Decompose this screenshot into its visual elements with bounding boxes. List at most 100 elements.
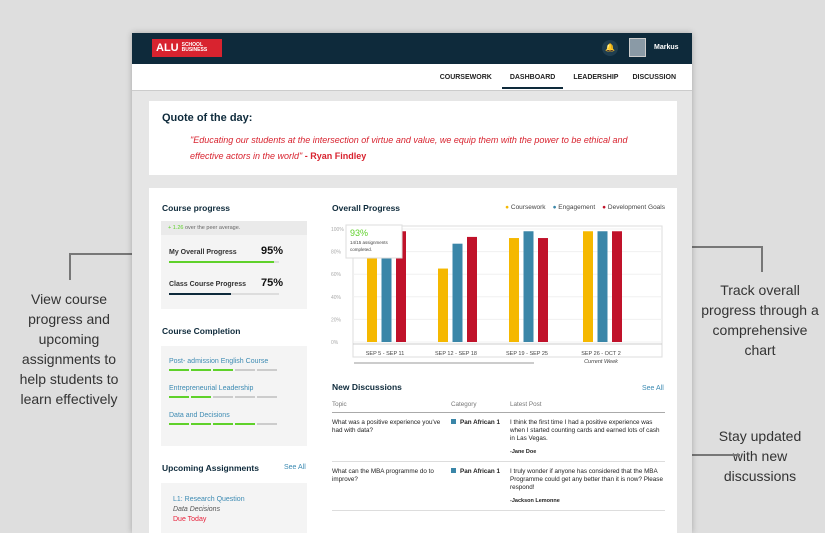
discussions-see-all[interactable]: See All — [642, 385, 664, 392]
annotation-arrow — [761, 246, 763, 272]
column-header: Latest Post — [510, 401, 542, 408]
logo[interactable]: ALU SCHOOL BUSINESS — [152, 39, 222, 57]
y-tick-label: 40% — [331, 295, 342, 301]
course-completion-box: Post- admission English Course Entreprene… — [161, 346, 307, 446]
completion-segment — [213, 369, 233, 371]
annotation-discussions: Stay updated with new discussions — [718, 428, 802, 484]
completion-segment — [257, 369, 277, 371]
bar[interactable] — [396, 231, 406, 342]
upcoming-title: Upcoming Assignments — [162, 463, 259, 473]
user-name[interactable]: Markus — [654, 44, 679, 51]
bell-icon[interactable]: 🔔 — [602, 40, 618, 56]
legend-swatch: ● — [552, 204, 559, 211]
overall-progress-chart: 0% 20% 40% 60% 80% 100% SEP 5 - SEP 11 SEP 12 -… — [331, 224, 663, 365]
annotation-left: View course progress and upcoming assign… — [19, 291, 119, 407]
discussion-post-cell: I truly wonder if anyone has considered … — [510, 468, 665, 505]
bar[interactable] — [452, 243, 463, 342]
chart-tooltip: 93% 14/15 assignments completed. — [345, 224, 403, 259]
bar[interactable] — [583, 231, 593, 342]
bar[interactable] — [509, 238, 519, 342]
completion-segment — [235, 369, 255, 371]
discussion-post-cell: I think the first time I had a positive … — [510, 419, 665, 456]
assignment-title[interactable]: L1: Research Question — [173, 496, 245, 503]
bar[interactable] — [381, 242, 392, 342]
table-header: Topic Category Latest Post — [332, 401, 665, 413]
chart-title: Overall Progress — [332, 203, 401, 213]
column-header: Topic — [332, 401, 347, 408]
chart-scrollbar[interactable] — [354, 362, 534, 364]
completion-item: Post- admission English Course — [169, 358, 307, 371]
completion-segment — [235, 396, 255, 398]
bar[interactable] — [367, 231, 377, 342]
completion-segment — [191, 423, 211, 425]
bar[interactable] — [523, 231, 534, 342]
completion-segments — [169, 369, 307, 371]
completion-segment — [191, 396, 211, 398]
progress-label: Class Course Progress — [169, 281, 247, 288]
completion-segment — [169, 396, 189, 398]
completion-segment — [257, 396, 277, 398]
tab-discussion[interactable]: DISCUSSION — [632, 74, 676, 81]
legend-label: Coursework — [510, 204, 546, 211]
progress-fill — [169, 293, 231, 295]
category-label: Pan African 1 — [460, 419, 501, 426]
app-window: ALU SCHOOL BUSINESS 🔔 Markus COURSEWORK DA… — [132, 33, 692, 533]
bar[interactable] — [612, 231, 622, 342]
progress-label: My Overall Progress — [169, 249, 237, 256]
discussion-post: I think the first time I had a positive … — [510, 419, 660, 442]
discussion-row[interactable]: What can the MBA programme do to improve… — [332, 462, 665, 511]
x-tick-label: SEP 26 - OCT 2 — [581, 351, 621, 357]
annotation-arrow — [69, 253, 71, 280]
completion-segments — [169, 423, 307, 425]
category-swatch-icon — [451, 419, 456, 424]
logo-text: ALU — [156, 42, 179, 54]
discussion-category: Pan African 1 — [451, 468, 510, 505]
y-tick-label: 80% — [331, 250, 342, 256]
tab-coursework[interactable]: COURSEWORK — [439, 74, 492, 81]
discussion-topic[interactable]: What was a positive experience you've ha… — [332, 419, 441, 434]
y-tick-label: 0% — [331, 340, 339, 346]
discussion-post: I truly wonder if anyone has considered … — [510, 468, 663, 491]
legend-label: Development Goals — [607, 204, 665, 211]
progress-value: 75% — [260, 277, 283, 289]
upcoming-see-all[interactable]: See All — [284, 464, 306, 471]
y-tick-label: 20% — [331, 317, 342, 323]
course-link[interactable]: Entrepreneurial Leadership — [169, 385, 254, 392]
completion-segment — [213, 423, 233, 425]
x-tick-sublabel: Current Week — [584, 359, 618, 365]
legend-swatch: ● — [602, 204, 608, 211]
quote-author: - Ryan Findley — [304, 151, 367, 161]
discussion-row[interactable]: What was a positive experience you've ha… — [332, 413, 665, 462]
logo-sub: SCHOOL — [181, 42, 203, 48]
x-tick-label: SEP 19 - SEP 25 — [506, 351, 548, 357]
x-tick-label: SEP 12 - SEP 18 — [435, 351, 477, 357]
completion-segment — [213, 396, 233, 398]
chart-legend: ● Coursework ● Engagement ● Development Go… — [505, 204, 665, 211]
avatar[interactable] — [629, 38, 646, 57]
bar[interactable] — [467, 236, 477, 342]
bar[interactable] — [438, 268, 448, 342]
completion-segment — [169, 369, 189, 371]
upcoming-box: L1: Research Question Data Decisions Due… — [161, 483, 307, 533]
quote-title: Quote of the day: — [162, 112, 253, 124]
tab-leadership[interactable]: LEADERSHIP — [573, 74, 619, 81]
x-tick-label: SEP 5 - SEP 11 — [366, 351, 405, 357]
header: ALU SCHOOL BUSINESS 🔔 Markus — [132, 33, 692, 64]
y-tick-label: 60% — [331, 272, 342, 278]
tooltip-text: 14/15 assignments completed. — [350, 240, 389, 252]
bar[interactable] — [538, 238, 548, 342]
course-link[interactable]: Data and Decisions — [169, 412, 230, 419]
discussions-title: New Discussions — [332, 382, 402, 392]
tab-dashboard[interactable]: DASHBOARD — [501, 64, 564, 89]
discussion-category: Pan African 1 — [451, 419, 510, 456]
annotation-arrow — [665, 454, 740, 456]
course-link[interactable]: Post- admission English Course — [169, 358, 269, 365]
peer-text: over the peer average. — [184, 225, 241, 231]
discussion-author: -Jackson Lemonne — [510, 498, 560, 504]
bar[interactable] — [597, 231, 608, 342]
y-tick-label: 100% — [331, 227, 344, 233]
quote-card: Quote of the day: "Educating our student… — [149, 101, 677, 175]
discussion-topic[interactable]: What can the MBA programme do to improve… — [332, 468, 434, 483]
peer-average: + 1.26 over the peer average. — [161, 221, 307, 235]
completion-item: Data and Decisions — [169, 412, 307, 425]
